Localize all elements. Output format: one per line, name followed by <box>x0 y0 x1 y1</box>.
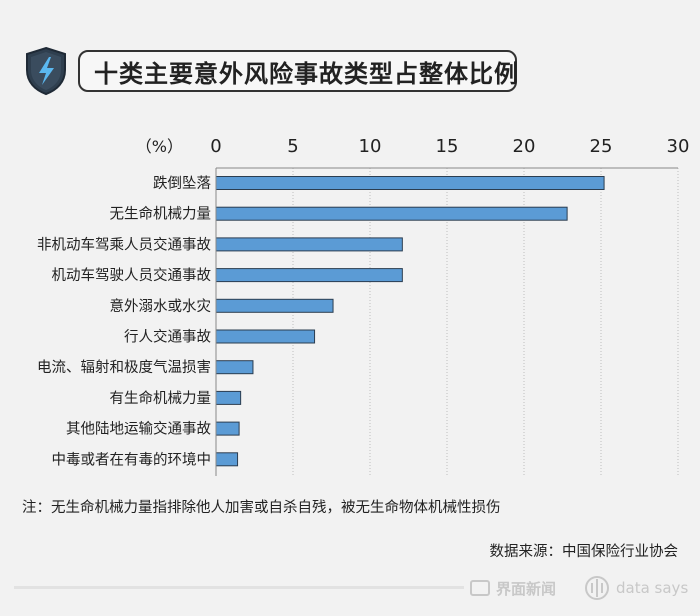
category-labels: 跌倒坠落无生命机械力量非机动车驾乘人员交通事故机动车驾驶人员交通事故意外溺水或水… <box>37 175 211 468</box>
category-label-1: 无生命机械力量 <box>110 205 212 223</box>
category-label-9: 中毒或者在有毒的环境中 <box>52 450 212 468</box>
tick-label-6: 30 <box>667 136 690 157</box>
datasays-logo-icon <box>585 576 609 600</box>
data-source: 数据来源：中国保险行业协会 <box>489 544 679 560</box>
bar-7 <box>215 390 242 405</box>
bar-1 <box>215 206 568 221</box>
category-label-3: 机动车驾驶人员交通事故 <box>52 266 212 284</box>
category-label-7: 有生命机械力量 <box>110 389 212 407</box>
category-label-8: 其他陆地运输交通事故 <box>66 420 211 438</box>
lightning-shield-icon <box>26 46 66 96</box>
category-label-6: 电流、辐射和极度气温损害 <box>37 359 211 376</box>
tick-label-5: 25 <box>590 136 613 157</box>
brand-jiemian-label: 界面新闻 <box>496 579 557 598</box>
tick-label-3: 15 <box>436 136 459 157</box>
tick-label-4: 20 <box>513 136 536 157</box>
bar-6 <box>215 360 254 375</box>
bar-0 <box>215 176 605 190</box>
chart-title: 十类主要意外风险事故类型占整体比例 <box>78 50 518 92</box>
unit-label: （%） <box>136 137 183 156</box>
bar-chart: （%） 0 5 10 15 20 25 30 跌倒坠落无生命机械力量非机动车驾乘人员交通事故… <box>37 136 689 476</box>
brand-datasays: data says <box>584 574 688 602</box>
category-label-0: 跌倒坠落 <box>153 175 211 192</box>
bars <box>215 176 605 467</box>
bar-5 <box>215 329 316 344</box>
tick-label-0: 0 <box>210 136 221 157</box>
bar-8 <box>215 421 240 436</box>
bar-2 <box>215 237 403 252</box>
brand-jiemian: 界面新闻 <box>470 577 556 599</box>
jiemian-logo-icon <box>470 580 490 596</box>
tick-label-2: 10 <box>359 136 382 157</box>
category-label-2: 非机动车驾乘人员交通事故 <box>37 235 211 253</box>
tick-label-1: 5 <box>287 136 298 157</box>
bar-4 <box>215 298 334 313</box>
chart-note: 注：无生命机械力量指排除他人加害或自杀自残，被无生命物体机械性损伤 <box>22 500 501 516</box>
category-label-4: 意外溺水或水灾 <box>110 297 212 315</box>
tick-labels: 0 5 10 15 20 25 30 <box>210 136 689 157</box>
footer-divider <box>14 586 464 589</box>
bar-9 <box>215 452 239 467</box>
bar-3 <box>215 268 403 283</box>
category-label-5: 行人交通事故 <box>124 328 211 346</box>
brand-datasays-label: data says <box>616 579 689 597</box>
